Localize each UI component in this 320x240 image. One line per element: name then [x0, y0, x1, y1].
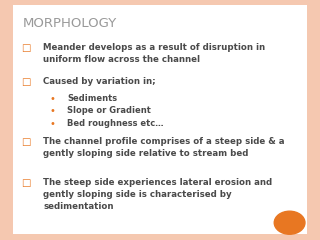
Text: Sediments: Sediments: [67, 94, 117, 103]
Text: □: □: [21, 43, 30, 53]
Text: Slope or Gradient: Slope or Gradient: [67, 106, 151, 115]
Text: Bed roughness etc…: Bed roughness etc…: [67, 119, 164, 128]
Text: □: □: [21, 178, 30, 188]
Text: •: •: [50, 94, 55, 104]
Circle shape: [274, 211, 305, 234]
Text: □: □: [21, 137, 30, 147]
FancyBboxPatch shape: [13, 5, 307, 234]
Text: The channel profile comprises of a steep side & a
gently sloping side relative t: The channel profile comprises of a steep…: [43, 137, 285, 158]
Text: The steep side experiences lateral erosion and
gently sloping side is characteri: The steep side experiences lateral erosi…: [43, 178, 272, 211]
Text: Meander develops as a result of disruption in
uniform flow across the channel: Meander develops as a result of disrupti…: [43, 43, 265, 64]
Text: •: •: [50, 106, 55, 116]
Text: MORPHOLOGY: MORPHOLOGY: [22, 17, 117, 30]
Text: □: □: [21, 77, 30, 87]
Text: •: •: [50, 119, 55, 129]
Text: Caused by variation in;: Caused by variation in;: [43, 77, 156, 86]
